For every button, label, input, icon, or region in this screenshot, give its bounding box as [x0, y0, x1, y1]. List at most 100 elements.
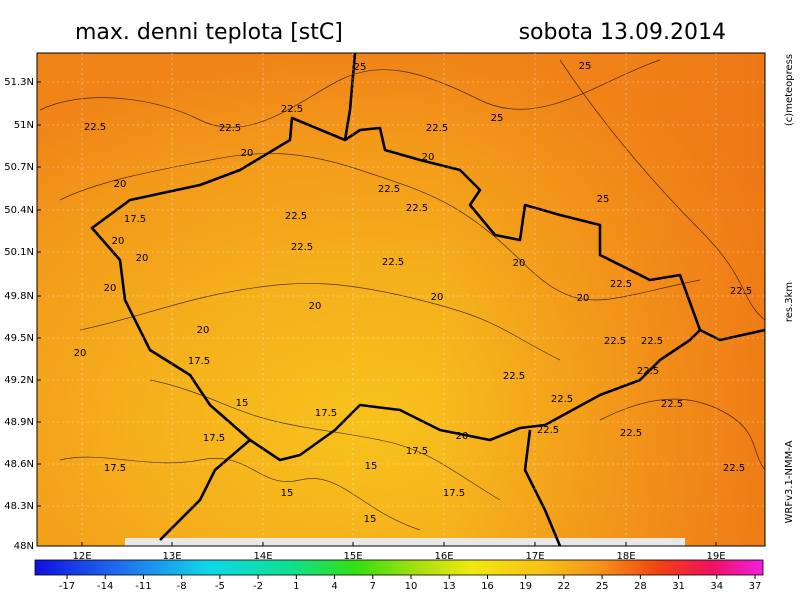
longitude-label: 16E: [434, 551, 453, 562]
latitude-label: 49.8N: [4, 291, 34, 302]
colorbar-tick-label: 4: [331, 581, 337, 592]
missing-data-strip: [125, 538, 685, 546]
latitude-label: 48N: [14, 541, 34, 552]
contour: [149, 379, 501, 501]
model-name: WRFv3.1-NMM-A: [784, 440, 795, 523]
longitude-label: 15E: [343, 551, 362, 562]
map-date: sobota 13.09.2014: [519, 20, 726, 45]
contour-label: 20: [422, 152, 435, 163]
colorbar-tick-label: -17: [59, 581, 75, 592]
colorbar-tick-label: 28: [634, 581, 647, 592]
colorbar-tick-label: -14: [97, 581, 113, 592]
contour: [559, 59, 766, 321]
contour-label: 20: [431, 292, 444, 303]
colorbar-tick-label: 37: [749, 581, 762, 592]
contour-label: 17.5: [443, 488, 465, 499]
contour-lines: [39, 59, 766, 531]
contour-label: 22.5: [426, 123, 448, 134]
contour-label: 15: [236, 398, 249, 409]
graticule: [37, 53, 765, 546]
latitude-label: 51.3N: [4, 77, 34, 88]
colorbar: [34, 559, 764, 576]
contour-label: 22.5: [378, 184, 400, 195]
longitude-label: 12E: [72, 551, 91, 562]
contour-label: 22.5: [84, 122, 106, 133]
resolution: res.3km: [784, 282, 795, 322]
contour-label: 22.5: [503, 371, 525, 382]
contour-label: 22.5: [219, 123, 241, 134]
contour-label: 22.5: [537, 425, 559, 436]
colorbar-tick-label: 19: [519, 581, 532, 592]
axes: 51.3N 51N 50.7N 50.4N 50.1N 49.8N 49.5N 49.2N 48…: [4, 77, 725, 562]
contour-label: 17.5: [188, 356, 210, 367]
colorbar-tick-label: -5: [215, 581, 225, 592]
contour-label: 22.5: [604, 336, 626, 347]
colorbar-tick-label: -2: [253, 581, 263, 592]
colorbar-tick-label: -11: [135, 581, 151, 592]
contour-label: 20: [197, 325, 210, 336]
contour-label: 22.5: [406, 203, 428, 214]
contour-label: 22.5: [285, 211, 307, 222]
longitude-label: 14E: [253, 551, 272, 562]
contour: [39, 59, 661, 128]
latitude-label: 50.7N: [4, 162, 34, 173]
germany-poland-border: [343, 52, 357, 141]
contour-label: 20: [136, 253, 149, 264]
latitude-label: 50.1N: [4, 247, 34, 258]
contour: [79, 283, 561, 361]
contour-label: 25: [579, 61, 592, 72]
contour: [59, 153, 701, 301]
contour-label: 25: [354, 62, 367, 73]
longitude-label: 13E: [162, 551, 181, 562]
credit: (c)meteopress: [784, 54, 795, 126]
colorbar-tick-label: 34: [710, 581, 723, 592]
contour-label: 20: [577, 293, 590, 304]
colorbar-tick-label: 31: [672, 581, 685, 592]
colorbar-tick-label: 7: [370, 581, 376, 592]
colorbar-ticks: -17 -14 -11 -8 -5 -2 1 4 7 10 13 16 19 22 25 28 31 34 37: [59, 575, 762, 592]
colorbar-tick-label: 25: [596, 581, 609, 592]
latitude-label: 49.5N: [4, 333, 34, 344]
contour-label: 22.5: [382, 257, 404, 268]
contour: [59, 456, 421, 531]
contour-label: 20: [309, 301, 322, 312]
contour-label: 17.5: [203, 433, 225, 444]
contour-label: 20: [241, 148, 254, 159]
colorbar-tick-label: 10: [405, 581, 418, 592]
contour-label: 25: [597, 194, 610, 205]
contour-label: 25: [491, 113, 504, 124]
contour-label: 20: [104, 283, 117, 294]
contour-label: 22.5: [641, 336, 663, 347]
latitude-label: 50.4N: [4, 205, 34, 216]
contour-label: 17.5: [124, 214, 146, 225]
contour-label: 17.5: [406, 446, 428, 457]
contour: [599, 398, 766, 471]
longitude-label: 17E: [525, 551, 544, 562]
contour-label: 22.5: [730, 286, 752, 297]
colorbar-tick-label: 16: [481, 581, 494, 592]
longitude-label: 19E: [706, 551, 725, 562]
contour-label: 20: [112, 236, 125, 247]
poland-slovakia-border: [699, 328, 766, 342]
contour-label: 22.5: [291, 242, 313, 253]
contour-label: 22.5: [723, 463, 745, 474]
latitude-label: 48.9N: [4, 417, 34, 428]
contour-label: 20: [513, 258, 526, 269]
contour-label: 20: [456, 431, 469, 442]
latitude-label: 49.2N: [4, 375, 34, 386]
contour-label: 17.5: [315, 408, 337, 419]
temperature-field-east: [37, 53, 765, 546]
contour-label: 15: [364, 514, 377, 525]
contour-label: 22.5: [637, 366, 659, 377]
colorbar-tick-label: 22: [558, 581, 571, 592]
colorbar-tick-label: -8: [177, 581, 187, 592]
colorbar-tick-label: 1: [293, 581, 299, 592]
contour-label: 22.5: [620, 428, 642, 439]
contour-label: 22.5: [551, 394, 573, 405]
contour-label: 22.5: [661, 399, 683, 410]
latitude-label: 51N: [14, 120, 34, 131]
contour-labels: 25 25 25 25 22.5 22.5 22.5 22.5 20 20 20 22.5 17.5 22…: [74, 61, 753, 525]
contour-label: 17.5: [104, 463, 126, 474]
